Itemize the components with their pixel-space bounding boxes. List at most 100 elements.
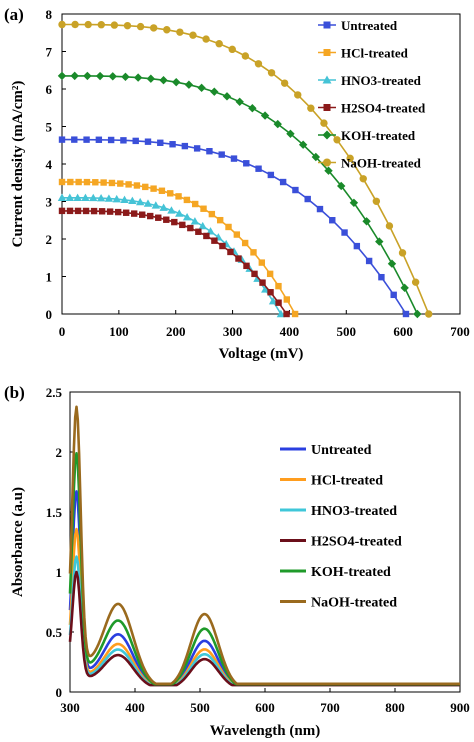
data-point	[255, 165, 262, 172]
data-point	[175, 193, 182, 200]
data-point	[425, 310, 433, 318]
panel-b-x-axis: 300 400 500 600 700 800 900	[60, 688, 470, 715]
x-tick-label: 900	[450, 700, 470, 715]
x-tick-label: 200	[166, 324, 186, 339]
series-naoh-treated	[58, 20, 433, 318]
series-line	[62, 210, 288, 315]
data-point	[163, 216, 170, 223]
y-tick-label: 1	[56, 565, 63, 580]
data-point	[283, 310, 290, 318]
data-point	[286, 129, 295, 138]
data-point	[98, 208, 106, 215]
data-point	[71, 136, 78, 143]
data-point	[71, 20, 79, 29]
data-point	[100, 179, 107, 186]
panel-a-x-axis: 0 100 200 300 400 500 600 700	[59, 310, 470, 339]
data-point	[108, 72, 117, 81]
data-point	[353, 242, 361, 250]
data-point	[349, 198, 359, 207]
data-point	[333, 136, 341, 144]
data-point	[311, 152, 321, 162]
legend-item: KOH-treated	[318, 128, 416, 143]
series-koh-treated	[57, 71, 422, 319]
data-point	[159, 203, 168, 211]
data-point	[179, 221, 186, 229]
panel-b-y-title: Absorbance (a.u)	[10, 487, 26, 597]
y-tick-label: 7	[46, 45, 53, 60]
x-tick-label: 800	[385, 700, 405, 715]
legend-label: HCl-treated	[341, 46, 409, 61]
data-point	[267, 289, 274, 296]
data-point	[323, 158, 331, 167]
data-point	[267, 69, 276, 77]
y-tick-label: 0	[46, 307, 53, 322]
data-point	[66, 207, 74, 215]
legend-item: HCl-treated	[280, 474, 383, 489]
x-tick-label: 600	[393, 324, 413, 339]
data-point	[211, 237, 218, 244]
data-point	[183, 196, 191, 204]
data-point	[341, 229, 348, 236]
data-point	[387, 259, 397, 268]
y-tick-label: 1	[46, 270, 53, 285]
data-point	[182, 212, 192, 221]
legend-item: NaOH-treated	[318, 156, 422, 171]
x-tick-label: 700	[450, 324, 470, 339]
data-point	[337, 181, 346, 191]
data-point	[266, 270, 274, 278]
data-point	[210, 87, 219, 96]
data-point	[192, 200, 199, 208]
data-point	[135, 197, 145, 206]
legend-item: H2SO4-treated	[318, 101, 426, 116]
data-point	[400, 283, 409, 293]
data-point	[172, 77, 181, 87]
data-point	[90, 207, 98, 215]
data-point	[273, 119, 282, 129]
data-point	[150, 185, 157, 192]
data-point	[139, 211, 146, 218]
data-point	[375, 237, 384, 246]
data-point	[96, 194, 106, 202]
series-h2so4-treated	[58, 207, 290, 318]
data-point	[67, 178, 74, 186]
data-point	[385, 222, 394, 230]
data-point	[219, 242, 226, 250]
data-point	[193, 145, 201, 152]
data-point	[254, 60, 263, 68]
data-point	[378, 273, 385, 281]
data-point	[147, 212, 154, 220]
x-tick-label: 400	[125, 700, 145, 715]
data-point	[70, 71, 79, 81]
panel-b-legend: Untreated HCl-treated HNO3-treated H2SO4-tr…	[280, 443, 402, 611]
panel-a-series	[57, 20, 433, 319]
data-point	[222, 92, 232, 101]
data-point	[235, 255, 242, 262]
data-point	[58, 20, 66, 29]
data-point	[197, 83, 206, 93]
data-point	[112, 194, 121, 203]
data-point	[117, 180, 124, 187]
data-point	[97, 21, 105, 29]
data-point	[202, 35, 210, 43]
data-point	[121, 72, 130, 82]
data-point	[106, 208, 114, 215]
data-point	[241, 52, 250, 60]
x-tick-label: 700	[320, 700, 340, 715]
x-tick-label: 400	[280, 324, 300, 339]
panel-b-label: (b)	[4, 383, 25, 402]
legend-item: KOH-treated	[280, 565, 391, 580]
legend-item: HNO3-treated	[280, 504, 397, 519]
data-point	[83, 178, 91, 186]
data-point	[276, 309, 286, 318]
data-point	[125, 181, 132, 188]
y-tick-label: 5	[46, 120, 53, 135]
y-tick-label: 2	[56, 445, 63, 460]
x-tick-label: 500	[337, 324, 357, 339]
data-point	[230, 155, 238, 162]
data-point	[133, 182, 141, 189]
data-point	[157, 139, 164, 146]
data-point	[228, 45, 236, 54]
data-point	[275, 282, 282, 290]
data-point	[95, 71, 105, 81]
data-point	[323, 21, 331, 29]
